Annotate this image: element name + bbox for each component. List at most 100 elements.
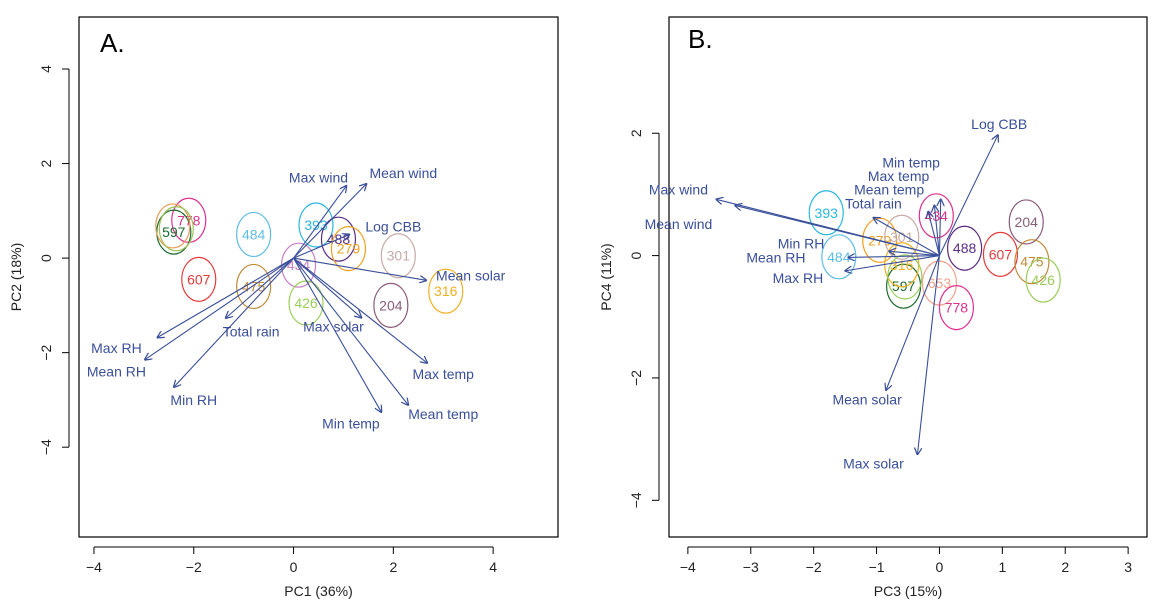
site-ellipse xyxy=(380,233,416,279)
site-label: 204 xyxy=(379,297,403,313)
site-label: 426 xyxy=(1032,272,1056,288)
x-tick-label: −1 xyxy=(869,559,885,575)
loading-label: Total rain xyxy=(845,196,902,212)
site-label: 597 xyxy=(162,224,186,240)
loading-arrow xyxy=(293,257,428,363)
y-tick-label: 4 xyxy=(38,65,54,73)
loading-label: Min RH xyxy=(778,235,825,251)
loading-label: Log CBB xyxy=(971,116,1027,132)
x-axis-label: PC3 (15%) xyxy=(874,583,942,599)
loading-label: Mean wind xyxy=(645,216,713,232)
loading-arrow xyxy=(939,199,940,256)
x-tick-label: 3 xyxy=(1124,559,1132,575)
site-label: 607 xyxy=(989,246,1013,262)
site-ellipses: 778597484607475393488279301434426204316 xyxy=(155,197,464,328)
y-tick-label: −4 xyxy=(38,439,54,455)
y-tick-label: 2 xyxy=(38,159,54,167)
site-ellipse xyxy=(181,256,217,302)
plot-frame xyxy=(78,16,559,538)
site-label: 393 xyxy=(304,217,328,233)
y-tick-label: −4 xyxy=(628,492,644,508)
site-ellipse xyxy=(887,254,923,300)
y-tick-label: 0 xyxy=(628,251,644,259)
loading-arrow xyxy=(293,186,347,259)
loading-label: Mean wind xyxy=(369,165,437,181)
y-tick-label: 0 xyxy=(38,254,54,262)
x-tick-label: 0 xyxy=(936,559,944,575)
loading-arrow xyxy=(938,135,997,256)
site-ellipse xyxy=(918,193,954,239)
loading-arrow xyxy=(174,257,294,387)
loading-label: Min RH xyxy=(170,392,217,408)
site-label: 426 xyxy=(294,295,318,311)
site-ellipse xyxy=(298,202,334,248)
y-axis-label: PC4 (11%) xyxy=(598,243,614,310)
site-ellipse xyxy=(158,206,194,252)
loading-arrow xyxy=(145,257,294,360)
loading-arrow xyxy=(917,255,940,455)
loading-label: Mean RH xyxy=(87,364,146,380)
loading-label: Max RH xyxy=(91,340,142,356)
x-tick-label: −2 xyxy=(186,559,202,575)
loading-arrow xyxy=(226,257,294,318)
site-label: 301 xyxy=(890,229,914,245)
loading-label: Max temp xyxy=(413,366,475,382)
loading-label: Max wind xyxy=(649,182,708,198)
loading-label: Max temp xyxy=(868,168,930,184)
panel-label: B. xyxy=(688,24,713,54)
site-ellipse xyxy=(1008,199,1044,245)
site-ellipse xyxy=(808,190,844,236)
loading-label: Max RH xyxy=(773,270,824,286)
site-ellipse xyxy=(1025,257,1061,303)
loading-label: Max solar xyxy=(843,456,904,472)
y-tick-label: −2 xyxy=(628,370,644,386)
loading-label: Total rain xyxy=(223,323,280,339)
site-ellipse xyxy=(330,226,367,272)
x-tick-label: 0 xyxy=(290,559,298,575)
site-ellipse xyxy=(373,282,409,328)
loading-arrow xyxy=(848,256,940,258)
x-tick-label: −2 xyxy=(806,559,822,575)
x-tick-label: −4 xyxy=(680,559,696,575)
loading-label: Max wind xyxy=(289,170,348,186)
loading-label: Min temp xyxy=(322,416,380,432)
site-label: 279 xyxy=(337,241,361,257)
site-ellipse xyxy=(938,284,975,331)
loading-arrow xyxy=(293,184,367,259)
x-tick-label: 1 xyxy=(998,559,1006,575)
loading-arrow xyxy=(293,257,382,412)
loading-arrow xyxy=(845,255,940,271)
y-tick-label: −2 xyxy=(38,344,54,360)
loading-label: Max solar xyxy=(303,319,364,335)
x-tick-label: 2 xyxy=(1061,559,1069,575)
loading-label: Mean solar xyxy=(832,391,902,407)
loading-label: Log CBB xyxy=(365,218,421,234)
site-ellipses: 3932794344844886072044754265976537783163… xyxy=(808,190,1061,331)
loading-arrow xyxy=(293,257,362,318)
site-label: 484 xyxy=(242,226,266,242)
site-label: 316 xyxy=(434,283,458,299)
site-label: 488 xyxy=(953,240,977,256)
loading-label: Min temp xyxy=(882,155,940,171)
site-label: 475 xyxy=(242,278,266,294)
x-axis-label: PC1 (36%) xyxy=(284,583,352,599)
loading-vectors: Max wind Mean wind Log CBB Mean solar Max so… xyxy=(87,165,506,432)
y-axis: −4 −2 0 2 4 PC2 (18%) xyxy=(8,65,70,455)
y-axis: −4 −2 0 2 PC4 (11%) xyxy=(598,129,660,508)
x-axis: −4 −3 −2 −1 0 1 2 3 PC3 (15%) xyxy=(680,546,1132,599)
site-ellipse xyxy=(884,214,920,260)
site-label: 393 xyxy=(815,205,839,221)
site-label: 204 xyxy=(1015,214,1039,230)
loading-label: Mean temp xyxy=(854,182,924,198)
loading-arrow xyxy=(293,234,350,259)
site-label: 653 xyxy=(928,275,952,291)
x-tick-label: −4 xyxy=(86,559,102,575)
x-tick-label: −3 xyxy=(743,559,759,575)
site-ellipse xyxy=(1014,239,1050,285)
loading-arrow xyxy=(873,218,940,257)
site-label: 778 xyxy=(945,300,969,316)
x-tick-label: 4 xyxy=(489,559,497,575)
